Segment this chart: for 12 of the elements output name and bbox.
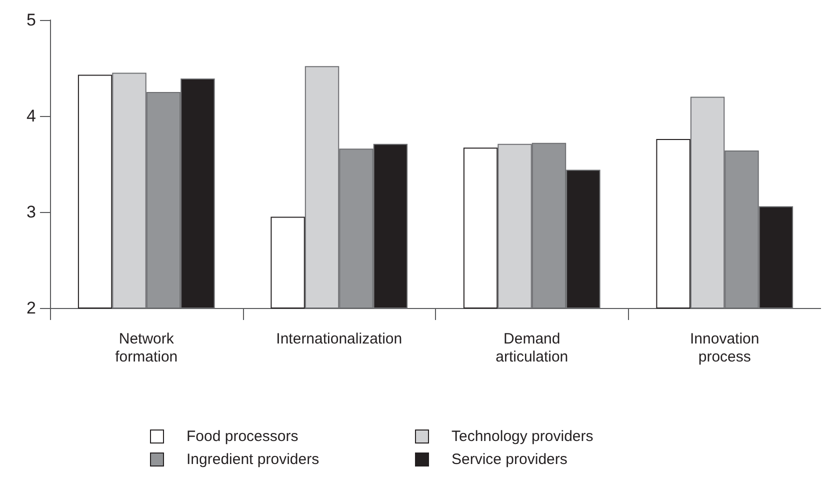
y-tick-label: 2 xyxy=(26,298,36,318)
x-tick-label: Innovation process xyxy=(690,330,760,366)
legend-label: Food processors xyxy=(186,428,298,445)
x-tick-label: Demand articulation xyxy=(496,330,568,366)
y-tick-label: 4 xyxy=(26,106,36,126)
y-tick-label: 3 xyxy=(26,202,36,222)
legend-label: Technology providers xyxy=(452,428,594,445)
x-tick-label: Network formation xyxy=(115,330,178,366)
legend-label: Service providers xyxy=(452,451,568,468)
x-tick-label: Internationalization xyxy=(276,330,402,348)
legend-label: Ingredient providers xyxy=(186,451,320,468)
y-tick-label: 5 xyxy=(26,10,36,30)
